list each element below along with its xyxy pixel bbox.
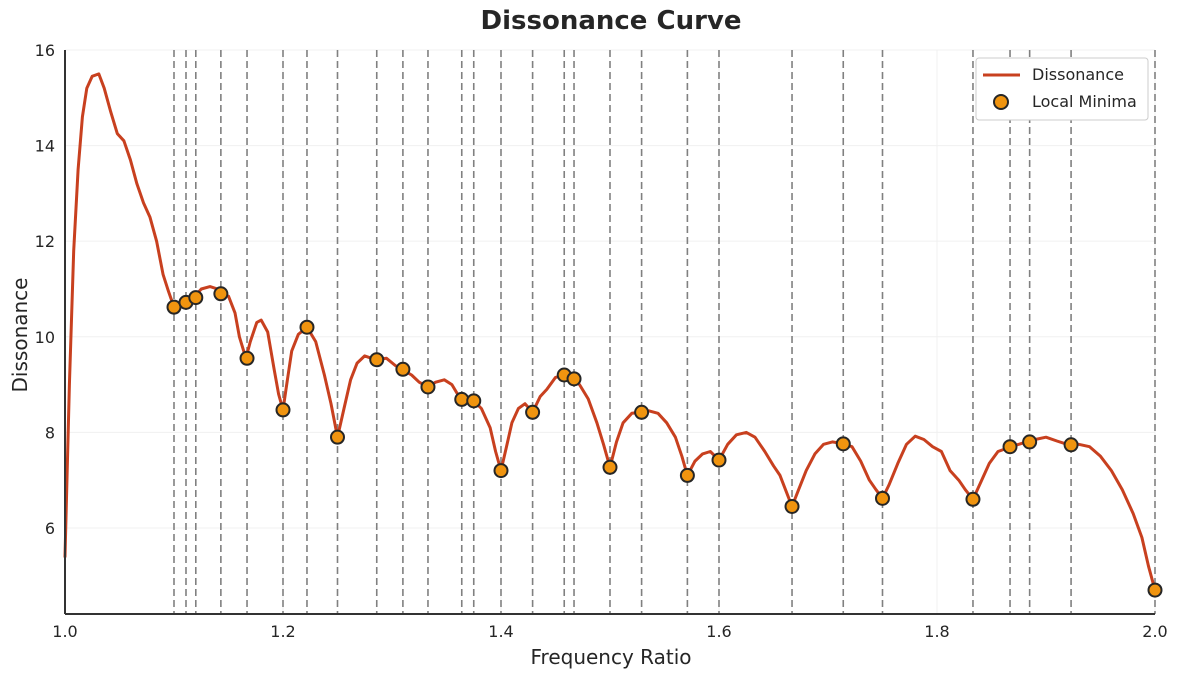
dissonance-line [63,72,1157,592]
local-minimum-point [299,319,315,335]
local-minimum-point [1063,437,1079,453]
local-minimum-point [711,452,727,468]
data-series [63,72,1163,598]
y-tick-label: 8 [45,423,55,442]
x-tick-label: 1.8 [924,622,949,641]
y-tick-label: 16 [35,41,55,60]
local-minimum-point [1147,582,1163,598]
local-minimum-point [213,286,229,302]
legend-marker-swatch [993,94,1009,110]
local-minimum-point [369,352,385,368]
y-tick-label: 14 [35,137,55,156]
x-axis-label: Frequency Ratio [530,645,691,669]
x-tick-label: 1.6 [706,622,731,641]
x-tick-label: 1.2 [270,622,295,641]
local-minimum-point [875,490,890,506]
local-minimum-point [330,429,345,445]
local-minimum-point [602,459,618,475]
minima-vertical-lines [173,50,1156,614]
local-minimum-point [239,350,255,366]
local-minimum-point [566,371,582,387]
local-minimum-point [1022,434,1038,450]
local-minimum-point [965,491,981,507]
y-tick-label: 6 [45,519,55,538]
y-tick-label: 12 [35,232,55,251]
y-axis-label: Dissonance [8,278,32,393]
legend: Dissonance Local Minima [975,57,1149,121]
tick-labels: 1.0 1.2 1.4 1.6 1.8 2.0 6 8 10 12 14 16 [35,41,1168,641]
local-minimum-point [493,463,509,479]
local-minimum-point [634,404,650,420]
local-minimum-point [466,393,482,409]
local-minimum-point [420,379,436,395]
local-minimum-point [1002,439,1018,455]
local-minimum-point [679,467,695,483]
y-tick-label: 10 [35,328,55,347]
legend-label-local-minima: Local Minima [1032,92,1137,111]
local-minimum-point [395,361,411,377]
x-tick-label: 2.0 [1142,622,1167,641]
local-minimum-point [835,436,851,452]
local-minimum-point [454,391,470,407]
local-minimum-point [784,498,800,514]
x-tick-label: 1.4 [488,622,513,641]
local-minimum-point [525,404,541,420]
chart-title: Dissonance Curve [481,6,742,36]
local-minimum-point [188,290,204,306]
legend-label-dissonance: Dissonance [1032,65,1124,84]
x-tick-label: 1.0 [52,622,77,641]
axes [64,50,1155,615]
local-minimum-point [275,402,291,418]
